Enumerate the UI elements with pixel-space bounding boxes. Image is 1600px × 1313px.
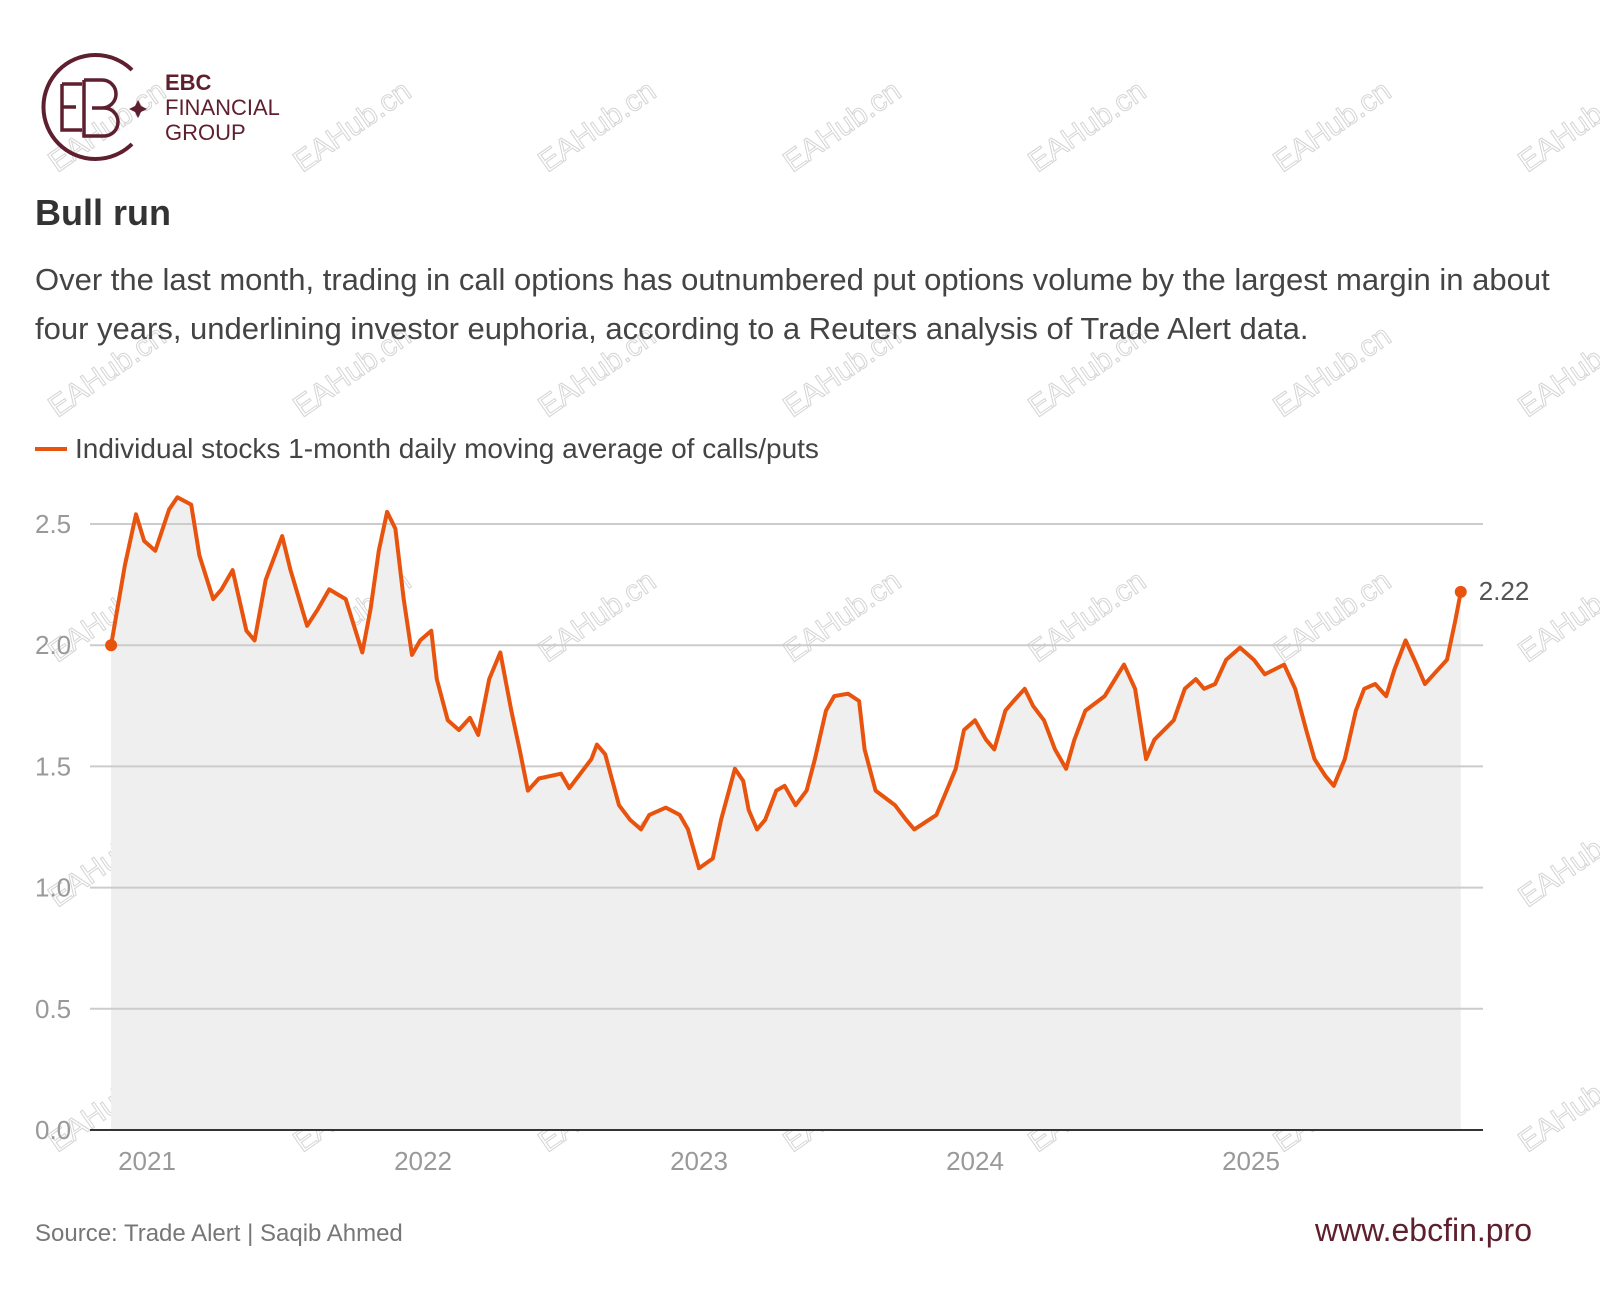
- y-tick-label: 2.5: [35, 509, 71, 539]
- ebc-logo: [36, 52, 296, 162]
- start-point: [105, 639, 118, 652]
- y-tick-label: 1.5: [35, 751, 71, 781]
- series-line: [109, 495, 1463, 871]
- logo-line-1: EBC: [165, 70, 212, 95]
- x-tick-label: 2025: [1222, 1146, 1280, 1176]
- y-tick-label: 0.5: [35, 994, 71, 1024]
- x-tick-label: 2024: [946, 1146, 1004, 1176]
- y-tick-label: 1.0: [35, 873, 71, 903]
- x-tick-label: 2023: [670, 1146, 728, 1176]
- x-tick-label: 2021: [118, 1146, 176, 1176]
- chart-subtitle: Over the last month, trading in call opt…: [35, 262, 1550, 346]
- chart-title: Bull run: [35, 192, 171, 233]
- logo-line-2: FINANCIAL: [165, 95, 280, 120]
- y-tick-label: 2.0: [35, 630, 71, 660]
- logo-text: EBC FINANCIAL GROUP: [165, 70, 280, 145]
- website-url: www.ebcfin.pro: [1315, 1212, 1532, 1248]
- x-tick-label: 2022: [394, 1146, 452, 1176]
- end-value-label: 2.22: [1479, 576, 1530, 606]
- legend: Individual stocks 1-month daily moving a…: [35, 433, 819, 465]
- y-tick-label: 0.0: [35, 1115, 71, 1145]
- legend-swatch: [35, 447, 67, 451]
- ebc-emblem-icon: [41, 53, 147, 161]
- end-point: [1454, 585, 1467, 598]
- legend-label: Individual stocks 1-month daily moving a…: [75, 433, 819, 464]
- area-fill: [111, 497, 1461, 1130]
- logo-line-3: GROUP: [165, 120, 246, 145]
- source-note: Source: Trade Alert | Saqib Ahmed: [35, 1220, 403, 1247]
